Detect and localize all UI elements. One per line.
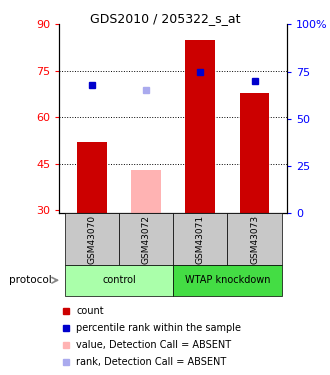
Text: rank, Detection Call = ABSENT: rank, Detection Call = ABSENT [77,357,227,367]
Text: protocol: protocol [9,275,51,285]
Text: GSM43070: GSM43070 [87,214,96,264]
Text: control: control [102,275,136,285]
Text: percentile rank within the sample: percentile rank within the sample [77,323,242,333]
Text: GSM43072: GSM43072 [142,214,150,264]
Bar [185,40,215,213]
Text: GSM43073: GSM43073 [250,214,259,264]
Bar [173,213,227,265]
Bar [119,213,173,265]
Text: value, Detection Call = ABSENT: value, Detection Call = ABSENT [77,340,232,350]
Bar [77,142,107,213]
Text: WTAP knockdown: WTAP knockdown [185,275,270,285]
Bar [173,265,282,296]
Bar [131,170,161,213]
Bar [65,265,173,296]
Bar [227,213,282,265]
Bar [65,213,119,265]
Text: GSM43071: GSM43071 [196,214,205,264]
Text: count: count [77,306,104,316]
Bar [240,93,270,213]
Text: GDS2010 / 205322_s_at: GDS2010 / 205322_s_at [90,12,240,25]
